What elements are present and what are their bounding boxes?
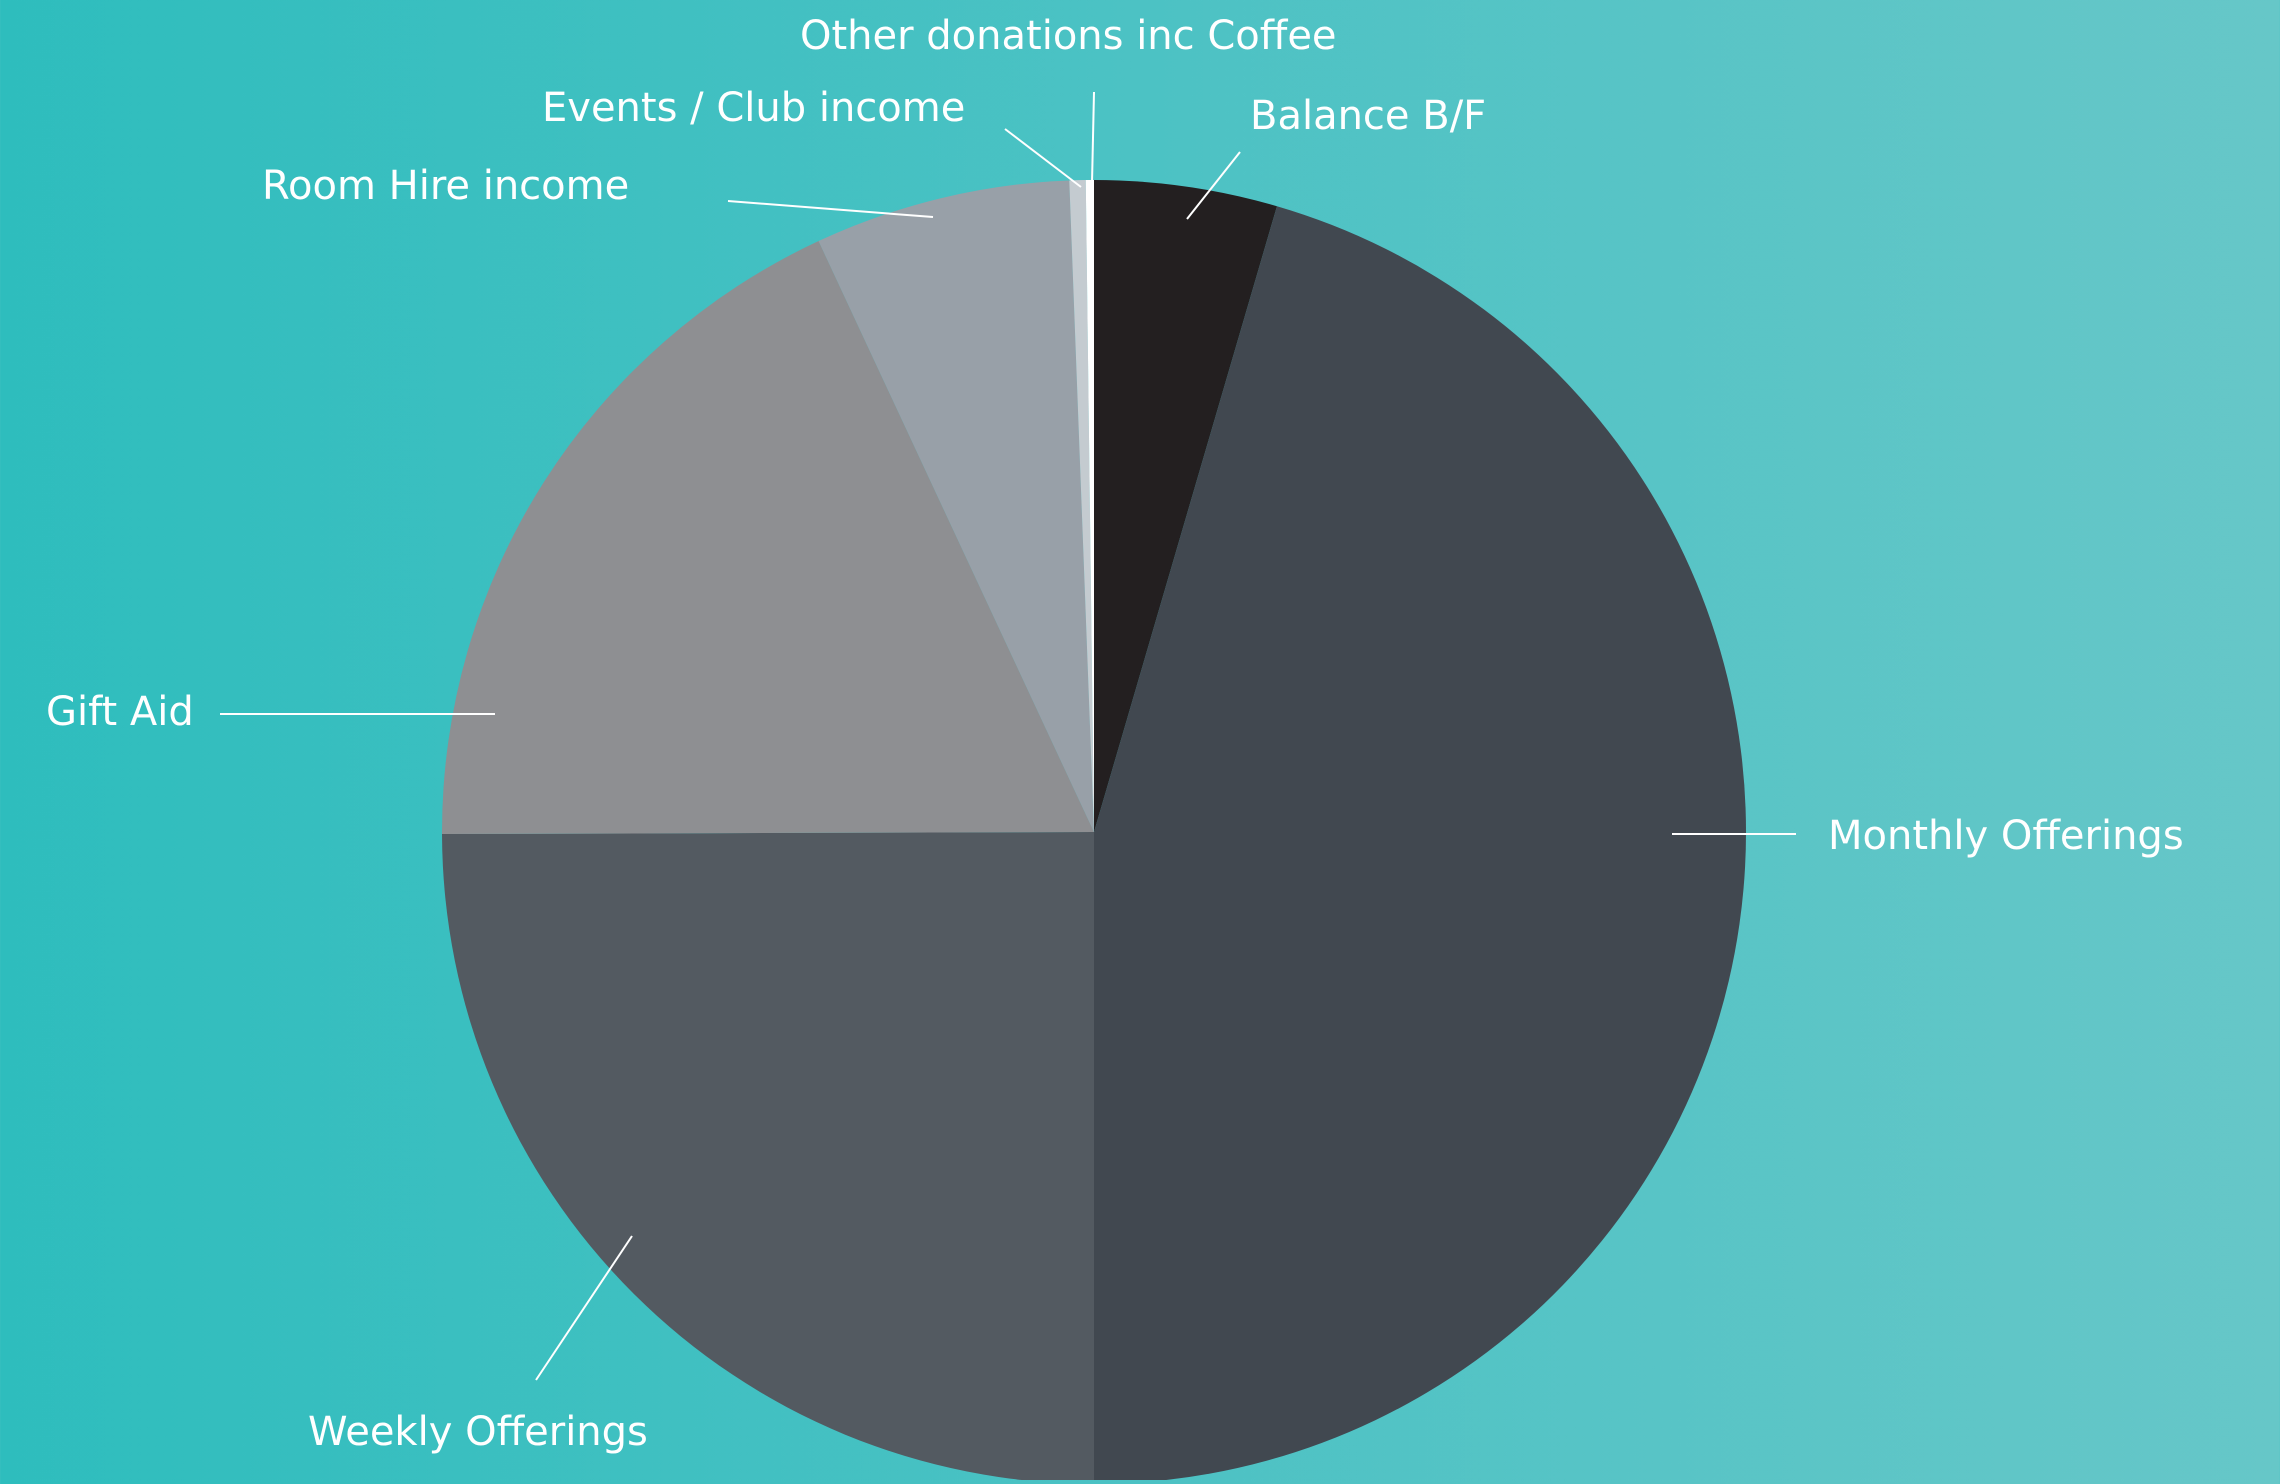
labels-layer: Balance B/F Monthly Offerings Weekly Offer… [46,13,2184,1455]
leader-lines-layer [220,91,1796,1381]
leader-line-events-club-income [1004,128,1082,188]
pie-slice-events-club-income [1069,180,1094,832]
slice-label-gift-aid: Gift Aid [46,689,194,735]
leader-line-weekly-offerings [535,1235,633,1381]
leader-line-other-donations-inc-coffee [1091,91,1095,184]
pie-slice-balance-b-f [1094,180,1277,832]
pie-slice-weekly-offerings [442,832,1094,1484]
slices-layer [442,180,1746,1484]
leader-line-room-hire-income [727,200,934,218]
pie-slice-other-donations-inc-coffee [1085,180,1094,832]
slice-label-room-hire-income: Room Hire income [262,163,629,209]
pie-slice-gift-aid [442,241,1095,835]
pie-slice-room-hire-income [818,180,1094,832]
slice-label-other-donations-inc-coffee: Other donations inc Coffee [800,13,1337,59]
leader-line-balance-b-f [1186,151,1241,220]
slice-label-balance-b-f: Balance B/F [1250,93,1486,139]
slice-label-weekly-offerings: Weekly Offerings [308,1409,648,1455]
pie-slice-monthly-offerings [1094,206,1746,1484]
slice-label-monthly-offerings: Monthly Offerings [1828,813,2184,859]
slice-label-events-club-income: Events / Club income [542,85,965,131]
